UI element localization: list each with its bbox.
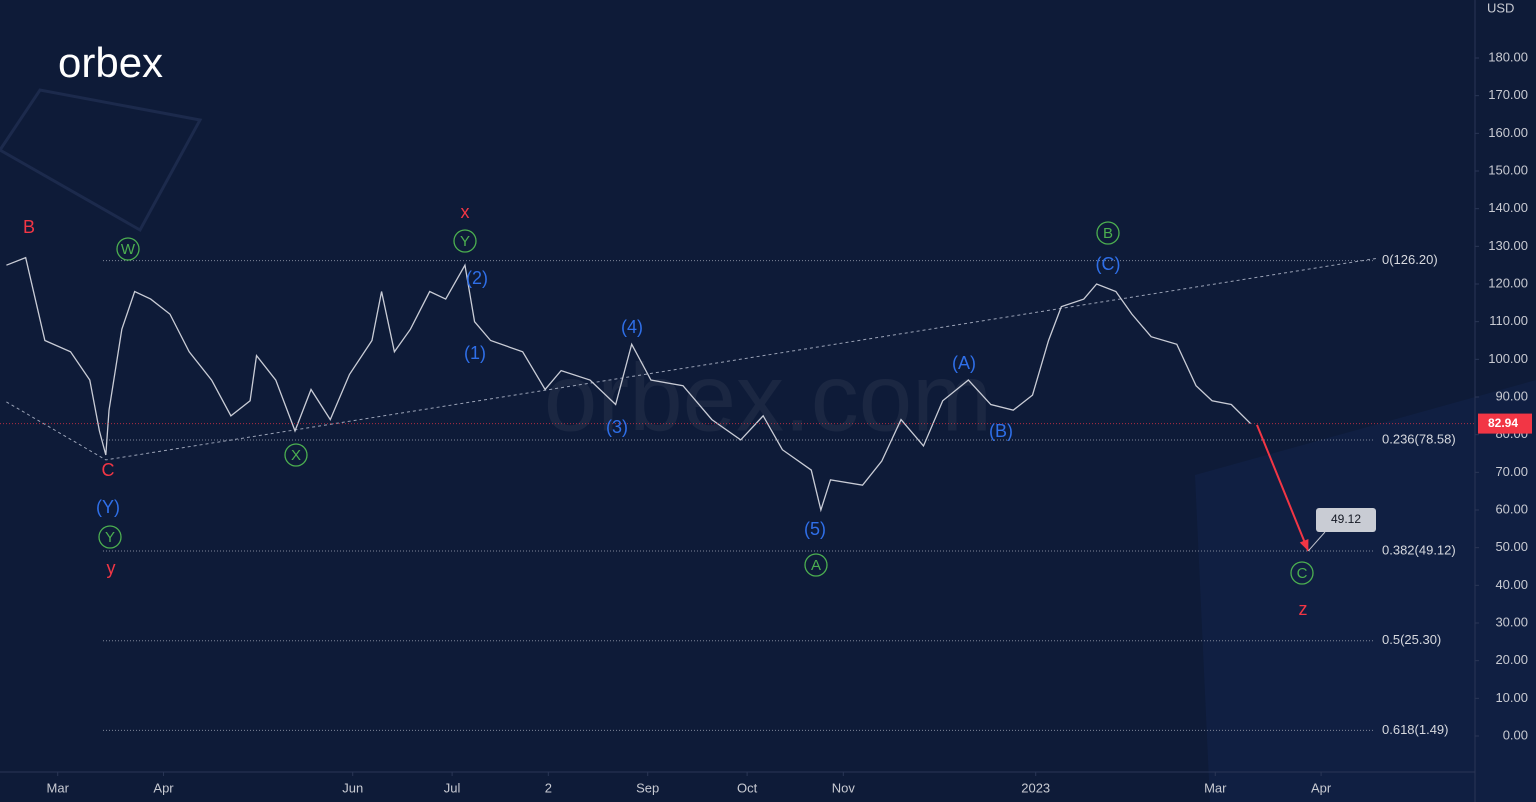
wave-label: Y	[460, 233, 470, 250]
callout-label: 49.12	[1331, 512, 1361, 526]
wave-label: (2)	[466, 268, 488, 288]
y-tick-label: 20.00	[1495, 652, 1528, 667]
x-tick-label: Oct	[737, 780, 758, 795]
y-tick-label: 140.00	[1488, 200, 1528, 215]
wave-label: (A)	[952, 353, 976, 373]
y-tick-label: 150.00	[1488, 162, 1528, 177]
decor	[0, 88, 203, 233]
callout-stem	[1307, 531, 1326, 552]
fib-label: 0.382(49.12)	[1382, 542, 1456, 557]
decor	[1195, 380, 1536, 802]
logo: orbex	[58, 39, 163, 86]
y-tick-label: 70.00	[1495, 464, 1528, 479]
y-tick-label: 10.00	[1495, 690, 1528, 705]
wave-label: (4)	[621, 317, 643, 337]
wave-circle	[1096, 221, 1120, 245]
wave-label: X	[291, 447, 301, 464]
wave-circle	[98, 525, 122, 549]
x-tick-label: Jul	[444, 780, 461, 795]
x-tick-label: Jun	[342, 780, 363, 795]
trendline	[6, 257, 1379, 461]
wave-label: (C)	[1096, 254, 1121, 274]
y-tick-label: 0.00	[1503, 727, 1528, 742]
wave-label: (1)	[464, 343, 486, 363]
wave-label: A	[811, 557, 821, 574]
y-tick-label: 170.00	[1488, 87, 1528, 102]
wave-label: C	[1297, 565, 1308, 582]
wave-circle	[116, 237, 140, 261]
wave-circle	[284, 443, 308, 467]
y-tick-label: 30.00	[1495, 614, 1528, 629]
y-tick-label: 120.00	[1488, 275, 1528, 290]
x-tick-label: Sep	[636, 780, 659, 795]
wave-label: x	[461, 202, 470, 222]
arrow-head	[1299, 538, 1309, 551]
y-tick-label: 40.00	[1495, 577, 1528, 592]
watermark: orbex.com	[544, 344, 992, 451]
currency: USD	[1487, 0, 1514, 15]
x-tick-label: Nov	[832, 780, 856, 795]
last-price-label: 82.94	[1488, 416, 1518, 430]
wave-label: B	[1103, 225, 1113, 242]
wave-label: (5)	[804, 519, 826, 539]
wave-label: z	[1299, 599, 1308, 619]
wave-circle	[453, 229, 477, 253]
wave-label: (B)	[989, 421, 1013, 441]
x-tick-label: Mar	[1204, 780, 1227, 795]
x-tick-label: Apr	[153, 780, 174, 795]
x-tick-label: 2	[545, 780, 552, 795]
x-tick-label: Apr	[1311, 780, 1332, 795]
projection-arrow	[1256, 424, 1310, 552]
fib-label: 0.236(78.58)	[1382, 431, 1456, 446]
x-tick-label: 2023	[1021, 780, 1050, 795]
wave-label: W	[121, 241, 136, 258]
wave-label: y	[107, 558, 116, 578]
y-tick-label: 110.00	[1489, 313, 1528, 328]
last-price-badge	[1478, 413, 1532, 434]
y-tick-label: 50.00	[1495, 539, 1528, 554]
wave-circle	[804, 553, 828, 577]
x-tick-label: Mar	[47, 780, 70, 795]
wave-circle	[1290, 561, 1314, 585]
wave-label: (3)	[606, 417, 628, 437]
fib-label: 0(126.20)	[1382, 252, 1438, 267]
y-tick-label: 180.00	[1488, 49, 1528, 64]
fib-label: 0.5(25.30)	[1382, 632, 1441, 647]
y-tick-label: 90.00	[1495, 388, 1528, 403]
wave-label: C	[102, 460, 115, 480]
wave-label: Y	[105, 529, 115, 546]
y-tick-label: 100.00	[1488, 351, 1528, 366]
wave-label: B	[23, 217, 35, 237]
y-tick-label: 160.00	[1488, 125, 1528, 140]
y-tick-label: 60.00	[1495, 501, 1528, 516]
wave-label: (Y)	[96, 497, 120, 517]
y-tick-label: 130.00	[1488, 238, 1528, 253]
fib-label: 0.618(1.49)	[1382, 722, 1449, 737]
price-line	[6, 256, 1251, 513]
callout-box	[1316, 508, 1376, 532]
